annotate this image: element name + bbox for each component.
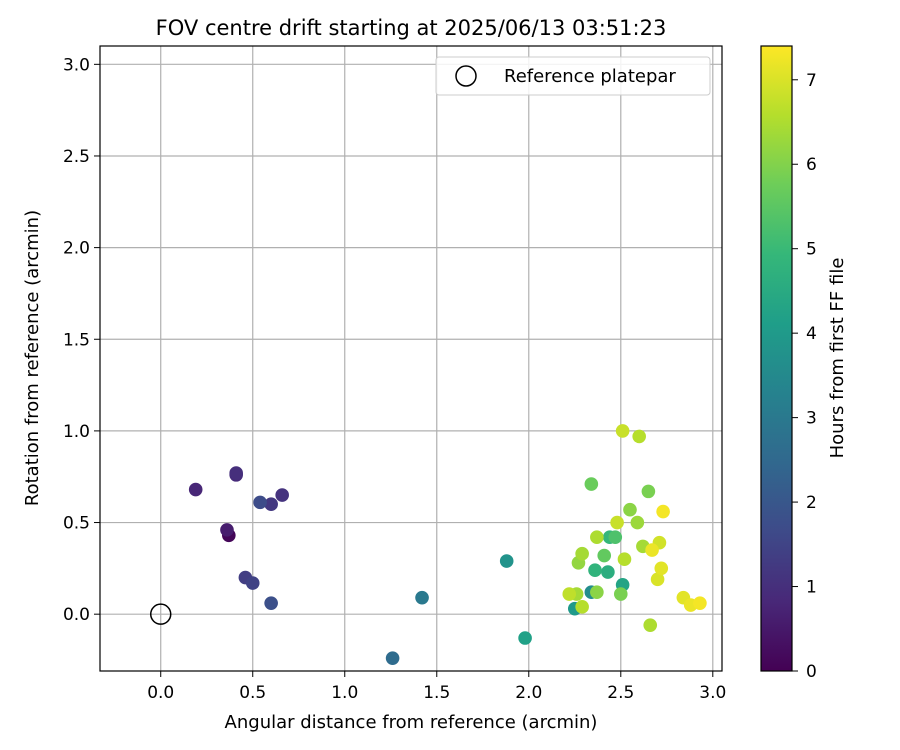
colorbar <box>761 46 792 671</box>
y-tick-label: 0.5 <box>63 514 90 534</box>
chart-title: FOV centre drift starting at 2025/06/13 … <box>156 16 667 40</box>
colorbar-tick-label: 6 <box>806 155 817 175</box>
data-point <box>601 565 615 579</box>
x-tick-label: 1.0 <box>331 683 358 703</box>
data-point <box>584 477 599 491</box>
data-points <box>188 424 707 665</box>
y-tick-label: 0.0 <box>63 605 90 625</box>
data-point <box>590 530 604 545</box>
x-axis-ticks: 0.0 0.5 1.0 1.5 2.0 2.5 3.0 <box>147 671 726 703</box>
x-tick-label: 2.5 <box>607 683 634 703</box>
data-point <box>575 546 589 561</box>
data-point <box>415 590 429 605</box>
colorbar-tick-label: 1 <box>806 578 817 598</box>
plot-frame <box>99 45 723 672</box>
x-tick-label: 2.0 <box>515 683 542 703</box>
data-point <box>245 576 260 590</box>
data-point <box>630 515 645 530</box>
data-point <box>597 548 612 563</box>
colorbar-tick-label: 0 <box>806 662 817 682</box>
data-point <box>253 495 267 510</box>
y-tick-label: 3.0 <box>63 55 90 75</box>
data-point <box>641 484 656 499</box>
y-tick-label: 1.5 <box>63 330 90 350</box>
x-axis-label: Angular distance from reference (arcmin) <box>225 712 598 733</box>
reference-marker-group <box>149 603 172 625</box>
legend-label: Reference platepar <box>504 66 676 87</box>
data-point <box>499 554 514 568</box>
colorbar-label: Hours from first FF file <box>827 258 848 459</box>
data-point <box>645 543 659 557</box>
data-point <box>562 587 577 601</box>
data-point <box>385 651 400 665</box>
colorbar-tick-label: 4 <box>806 324 817 344</box>
y-axis-ticks: 0.0 0.5 1.0 1.5 2.0 2.5 3.0 <box>63 55 100 625</box>
reference-marker <box>149 603 172 625</box>
data-point <box>610 515 624 530</box>
data-point <box>617 552 632 566</box>
data-point <box>654 561 669 576</box>
data-point <box>615 424 630 438</box>
y-tick-label: 2.5 <box>63 147 90 167</box>
data-point <box>656 504 670 519</box>
data-point <box>632 429 646 444</box>
data-point <box>643 618 658 632</box>
data-point <box>275 488 289 502</box>
y-axis-label: Rotation from reference (arcmin) <box>22 210 43 506</box>
data-point <box>575 600 589 614</box>
data-point <box>220 523 234 537</box>
data-point <box>613 587 628 601</box>
colorbar-tick-label: 2 <box>806 493 817 513</box>
data-point <box>264 497 278 512</box>
colorbar-tick-label: 3 <box>806 409 817 429</box>
data-point <box>264 596 278 610</box>
colorbar-tick-label: 5 <box>806 240 817 260</box>
data-point <box>588 563 602 577</box>
data-point <box>608 530 623 545</box>
legend-box <box>435 56 711 96</box>
data-point <box>518 631 532 645</box>
x-tick-label: 3.0 <box>699 683 726 703</box>
legend-marker <box>455 65 477 87</box>
colorbar-ticks: 0 1 2 3 4 5 6 7 <box>792 71 817 682</box>
x-tick-label: 0.0 <box>147 683 174 703</box>
y-tick-label: 1.0 <box>63 422 90 442</box>
legend: Reference platepar <box>435 56 711 96</box>
data-point <box>590 585 604 599</box>
data-point <box>623 502 637 517</box>
data-point <box>229 466 243 480</box>
colorbar-tick-label: 7 <box>806 71 817 91</box>
data-point <box>650 572 665 587</box>
x-tick-label: 1.5 <box>423 683 450 703</box>
data-point <box>693 596 707 610</box>
x-tick-label: 0.5 <box>239 683 266 703</box>
colorbar-frame <box>760 45 793 672</box>
y-tick-label: 2.0 <box>63 239 90 259</box>
data-point <box>188 482 203 497</box>
